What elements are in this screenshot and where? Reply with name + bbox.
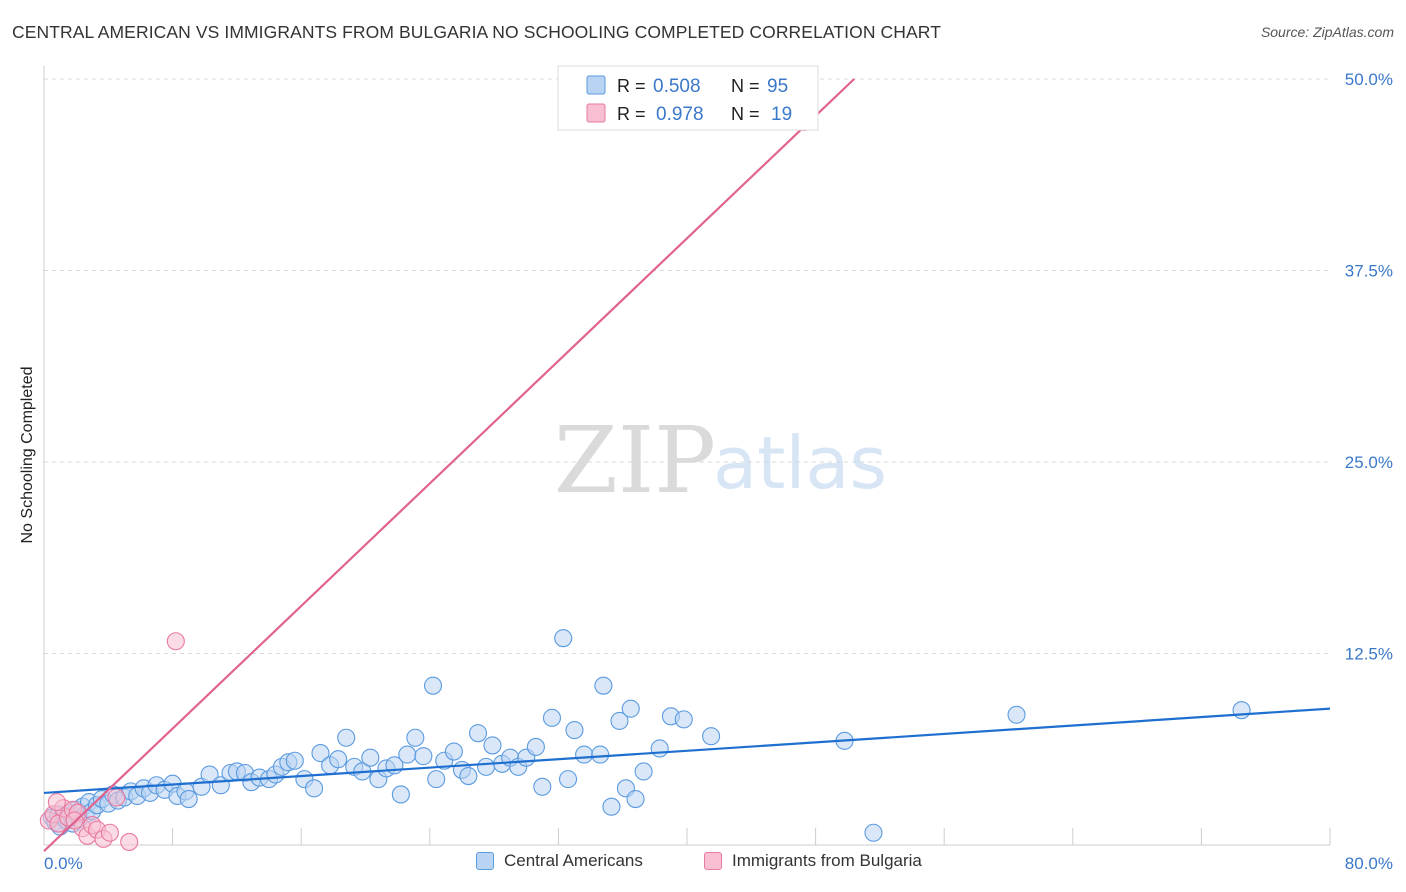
- legend-item-bulgaria: Immigrants from Bulgaria: [704, 851, 922, 871]
- legend-r-value-pink: 0.978: [656, 104, 704, 125]
- data-point-central-americans: [406, 728, 425, 747]
- watermark-atlas: atlas: [713, 421, 887, 505]
- data-point-central-americans: [468, 724, 488, 743]
- legend-label-central-americans: Central Americans: [504, 851, 643, 870]
- data-point-central-americans: [575, 745, 594, 764]
- data-point-central-americans: [634, 762, 653, 781]
- legend-n-label-blue: N =: [731, 76, 765, 96]
- legend-swatch-pink: [586, 103, 606, 123]
- data-point-central-americans: [533, 777, 552, 796]
- legend-swatch-blue: [586, 75, 606, 95]
- data-point-central-americans: [526, 737, 545, 757]
- y-tick-label: 37.5%: [1345, 262, 1393, 281]
- legend-item-central-americans: Central Americans: [476, 851, 643, 871]
- data-point-central-americans: [179, 789, 198, 809]
- data-point-bulgaria: [100, 823, 119, 842]
- data-point-central-americans: [459, 767, 478, 786]
- axes: [43, 66, 1331, 846]
- legend-n-label-pink: N =: [731, 104, 765, 124]
- data-point-central-americans: [626, 789, 645, 809]
- data-point-bulgaria: [47, 793, 66, 812]
- data-point-central-americans: [1007, 705, 1026, 724]
- data-point-central-americans: [483, 736, 502, 755]
- data-point-central-americans: [864, 823, 883, 842]
- legend-swatch-central-americans: [476, 852, 494, 870]
- data-point-bulgaria: [166, 632, 185, 651]
- legend-swatch-bulgaria: [704, 852, 722, 870]
- watermark-zip: ZIP: [554, 407, 716, 514]
- trendline-central-americans: [43, 707, 1331, 795]
- y-tick-label: 50.0%: [1345, 70, 1393, 89]
- data-point-central-americans: [305, 779, 324, 798]
- tick-labels: 12.5% 25.0% 37.5% 50.0% 0.0% 80.0%: [44, 70, 1393, 873]
- data-point-bulgaria: [120, 832, 139, 851]
- data-point-central-americans: [398, 745, 417, 764]
- data-point-central-americans: [444, 742, 463, 761]
- y-tick-label: 12.5%: [1345, 645, 1393, 664]
- legend-bottom: Central Americans Immigrants from Bulgar…: [0, 851, 1406, 879]
- legend-top: R = 0.508 N = 95 R = 0.978 N = 19: [557, 65, 819, 131]
- data-point-central-americans: [427, 770, 446, 789]
- data-point-central-americans: [558, 770, 578, 789]
- data-point-bulgaria: [107, 788, 126, 807]
- data-point-central-americans: [591, 745, 610, 764]
- gridlines: [44, 78, 1330, 654]
- legend-label-bulgaria: Immigrants from Bulgaria: [732, 851, 922, 870]
- data-point-central-americans: [311, 744, 330, 763]
- trendlines: [43, 78, 1331, 852]
- data-point-central-americans: [602, 797, 621, 816]
- data-point-central-americans: [1232, 701, 1251, 720]
- x-tick-label: 80.0%: [1345, 854, 1393, 873]
- data-point-central-americans: [329, 750, 348, 769]
- data-point-central-americans: [674, 710, 693, 729]
- legend-r-label-blue: R =: [617, 76, 651, 96]
- trendline-bulgaria: [43, 78, 855, 852]
- data-point-central-americans: [565, 721, 584, 740]
- data-point-central-americans: [650, 739, 669, 758]
- data-point-central-americans: [337, 728, 356, 747]
- data-point-central-americans: [554, 629, 573, 648]
- data-point-central-americans: [702, 727, 721, 746]
- data-point-central-americans: [285, 751, 304, 770]
- data-point-central-americans: [361, 748, 380, 767]
- chart-title: CENTRAL AMERICAN VS IMMIGRANTS FROM BULG…: [12, 22, 941, 42]
- data-point-central-americans: [542, 708, 562, 727]
- data-point-central-americans: [477, 757, 496, 776]
- legend-n-value-blue: 95: [767, 76, 788, 97]
- watermark: ZIP atlas: [554, 407, 887, 514]
- legend-n-value-pink: 19: [771, 104, 792, 125]
- legend-r-label-pink: R =: [617, 104, 651, 124]
- data-point-central-americans: [594, 676, 613, 695]
- data-point-central-americans: [414, 747, 433, 766]
- source-credit: Source: ZipAtlas.com: [1260, 24, 1394, 40]
- central-americans-points: [42, 629, 1251, 842]
- data-point-central-americans: [423, 676, 443, 695]
- y-tick-label: 25.0%: [1345, 453, 1393, 472]
- data-point-central-americans: [391, 785, 410, 804]
- legend-r-value-blue: 0.508: [653, 76, 701, 97]
- data-point-central-americans: [621, 699, 640, 718]
- data-point-central-americans: [610, 711, 629, 730]
- x-tick-label: 0.0%: [44, 854, 83, 873]
